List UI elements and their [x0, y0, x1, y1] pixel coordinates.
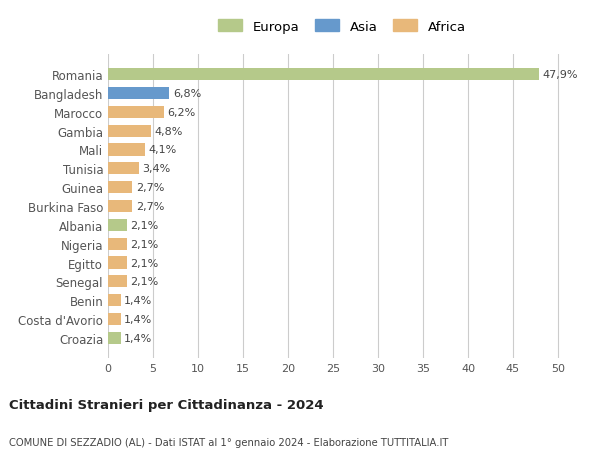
Text: 2,1%: 2,1% — [131, 277, 159, 287]
Bar — [108, 69, 539, 81]
Text: 4,1%: 4,1% — [149, 145, 177, 155]
Bar — [108, 313, 121, 325]
Bar — [108, 201, 133, 213]
Bar — [108, 182, 133, 194]
Bar — [108, 106, 164, 119]
Text: 2,1%: 2,1% — [131, 258, 159, 268]
Bar — [108, 163, 139, 175]
Text: 1,4%: 1,4% — [124, 296, 152, 306]
Text: 6,8%: 6,8% — [173, 89, 201, 99]
Bar — [108, 125, 151, 137]
Text: 47,9%: 47,9% — [543, 70, 578, 80]
Text: 4,8%: 4,8% — [155, 126, 183, 136]
Text: COMUNE DI SEZZADIO (AL) - Dati ISTAT al 1° gennaio 2024 - Elaborazione TUTTITALI: COMUNE DI SEZZADIO (AL) - Dati ISTAT al … — [9, 437, 448, 448]
Text: 2,1%: 2,1% — [131, 239, 159, 249]
Bar — [108, 88, 169, 100]
Bar — [108, 276, 127, 288]
Text: Cittadini Stranieri per Cittadinanza - 2024: Cittadini Stranieri per Cittadinanza - 2… — [9, 398, 323, 411]
Text: 1,4%: 1,4% — [124, 333, 152, 343]
Text: 2,7%: 2,7% — [136, 183, 164, 193]
Text: 3,4%: 3,4% — [142, 164, 170, 174]
Text: 6,2%: 6,2% — [167, 107, 196, 118]
Legend: Europa, Asia, Africa: Europa, Asia, Africa — [214, 16, 470, 38]
Bar — [108, 219, 127, 231]
Bar — [108, 332, 121, 344]
Bar — [108, 144, 145, 156]
Text: 2,1%: 2,1% — [131, 220, 159, 230]
Bar — [108, 238, 127, 250]
Bar — [108, 257, 127, 269]
Text: 1,4%: 1,4% — [124, 314, 152, 325]
Text: 2,7%: 2,7% — [136, 202, 164, 212]
Bar — [108, 294, 121, 307]
